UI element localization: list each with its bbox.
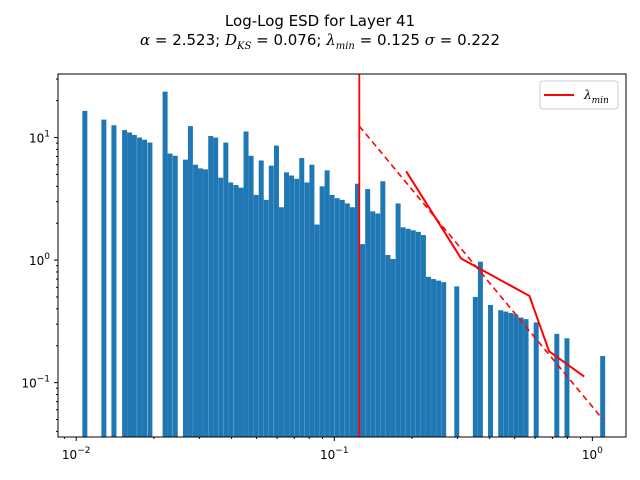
histogram-bar: [365, 189, 371, 437]
histogram-bar: [472, 296, 478, 437]
x-tick-label: 10−1: [320, 446, 349, 462]
histogram-bar: [344, 203, 350, 437]
histogram-bar: [355, 183, 360, 437]
histogram-bar: [289, 175, 295, 437]
histogram-bar: [228, 182, 234, 437]
histogram-bar: [454, 286, 460, 437]
histogram-bar: [334, 198, 340, 437]
histogram-bar: [508, 312, 514, 437]
histogram-bar: [284, 172, 290, 437]
histogram-bar: [101, 119, 107, 437]
x-tick-label: 10−2: [62, 446, 91, 462]
histogram-bar: [82, 110, 88, 437]
histogram-bar: [523, 319, 529, 437]
lambda-min-value: 0.125: [376, 31, 420, 49]
histogram-bar: [182, 159, 188, 437]
y-tick-label: 10−1: [21, 375, 50, 391]
histogram-bar: [172, 155, 178, 437]
histogram-bar: [390, 259, 396, 437]
x-tick-label: 100: [582, 446, 603, 462]
histogram-bar: [314, 224, 320, 437]
histogram-bar: [203, 169, 209, 437]
histogram-bar: [324, 170, 330, 437]
histogram-bar: [375, 213, 381, 437]
histogram-bar: [319, 186, 325, 437]
histogram-bar: [187, 126, 193, 437]
legend-label: λmin: [583, 88, 609, 106]
histogram-bar: [243, 131, 249, 437]
histogram-bar: [518, 317, 524, 437]
histogram-bar: [273, 145, 279, 437]
histogram-bar: [554, 333, 560, 437]
histogram-bar: [441, 282, 447, 437]
histogram-bar: [223, 142, 229, 437]
histogram-bar: [268, 165, 274, 437]
histogram-bar: [385, 255, 391, 437]
histogram-bar: [142, 139, 148, 437]
histogram-bar: [533, 322, 539, 437]
histogram-bar: [339, 199, 345, 437]
histogram-bar: [131, 134, 137, 437]
histogram-bar: [420, 235, 426, 437]
dks-value: 0.076: [273, 31, 317, 49]
histogram-bar: [477, 261, 483, 437]
histogram-bar: [488, 305, 494, 437]
histogram-bar: [238, 187, 244, 437]
histogram-bar: [263, 199, 269, 437]
histogram-bar: [167, 153, 173, 437]
legend-box: [539, 80, 619, 110]
histogram-bar: [410, 230, 416, 437]
sigma-value: 0.222: [457, 31, 501, 49]
histogram-bar: [294, 178, 300, 437]
chart-subtitle: α = 2.523; DKS = 0.076; λmin = 0.125 σ =…: [139, 31, 501, 52]
chart-title: Log-Log ESD for Layer 41: [224, 12, 416, 30]
powerlaw-fit-dashed-line: [358, 125, 604, 421]
histogram-bar: [162, 91, 168, 437]
histogram-bar: [278, 207, 284, 437]
histogram-bar: [415, 231, 421, 437]
histogram-bar: [258, 160, 264, 437]
plot-area: [82, 74, 606, 437]
histogram-bar: [193, 164, 199, 437]
histogram-bar: [197, 168, 203, 437]
histogram-bar: [137, 137, 143, 437]
histogram-bar: [147, 142, 153, 437]
histogram-bar: [431, 279, 437, 437]
histogram-bar: [248, 155, 254, 437]
histogram-bar: [425, 276, 431, 437]
histogram-bar: [127, 132, 133, 437]
histogram-bar: [600, 355, 606, 437]
histogram-bar: [503, 311, 509, 437]
histogram-bar: [395, 203, 401, 437]
y-tick-label: 101: [29, 130, 50, 146]
axes-frame: [57, 73, 627, 438]
alpha-value: 2.523: [172, 31, 216, 49]
histogram-bar: [111, 125, 117, 437]
histogram-bar: [370, 211, 376, 437]
histogram-bar: [405, 228, 411, 437]
histogram-bar: [360, 244, 366, 437]
histogram-bar: [380, 181, 386, 437]
histogram-bar: [498, 310, 504, 437]
histogram-bar: [213, 137, 219, 437]
histogram-bar: [233, 184, 239, 437]
y-tick-label: 100: [29, 252, 50, 268]
histogram-bar: [304, 182, 310, 437]
histogram-bar: [253, 194, 259, 437]
lambda-min-fit-line: [405, 170, 585, 378]
histogram-bar: [436, 280, 442, 437]
histogram-bar: [329, 194, 335, 437]
histogram-bar: [122, 130, 128, 437]
histogram-bar: [208, 135, 214, 437]
legend: λmin: [539, 80, 619, 110]
histogram-bar: [299, 158, 305, 437]
histogram-bar: [349, 207, 355, 437]
histogram-bar: [218, 177, 224, 437]
histogram-bar: [309, 164, 315, 437]
histogram-bar: [400, 227, 406, 437]
histogram-bar: [513, 314, 519, 437]
histogram-bar: [564, 338, 570, 437]
